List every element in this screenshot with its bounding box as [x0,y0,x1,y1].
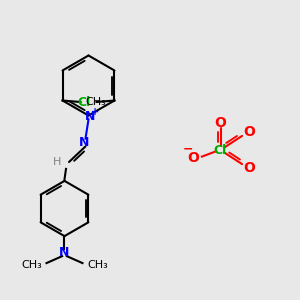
Text: O: O [243,125,255,139]
Text: N: N [59,246,70,259]
Text: N: N [79,136,89,149]
Text: H: H [53,157,61,167]
Text: CH₃: CH₃ [85,97,106,107]
Text: Cl: Cl [77,95,91,109]
Text: −: − [183,142,194,156]
Text: O: O [243,161,255,175]
Text: N: N [85,110,95,124]
Text: O: O [188,151,200,164]
Text: CH₃: CH₃ [87,260,108,271]
Text: O: O [214,116,226,130]
Text: Cl: Cl [214,143,227,157]
Text: +: + [91,107,99,117]
Text: CH₃: CH₃ [21,260,42,271]
